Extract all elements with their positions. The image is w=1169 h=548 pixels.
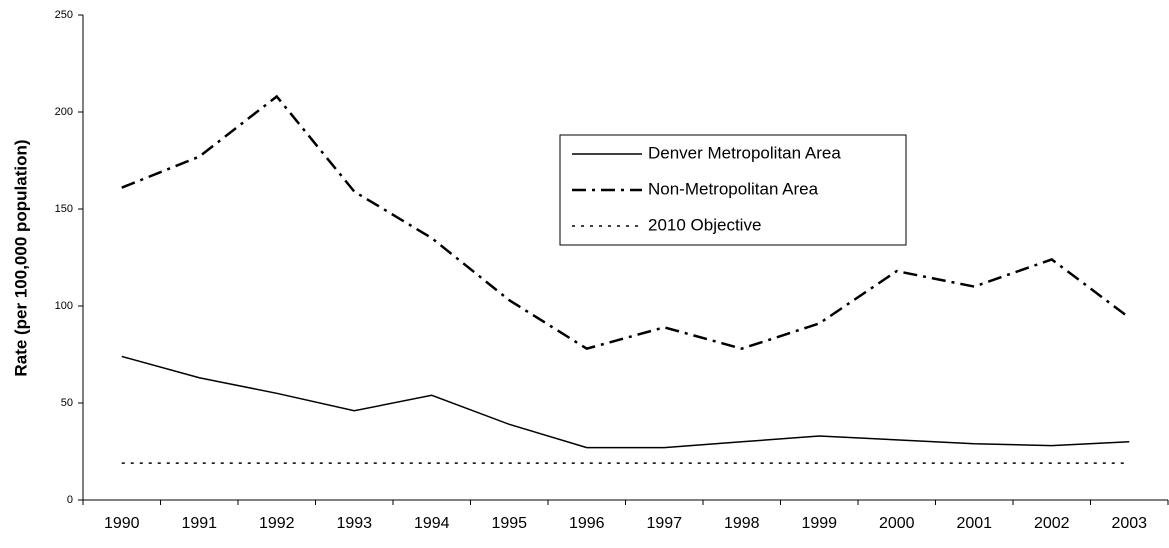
x-tick-label: 1994 <box>414 515 450 532</box>
y-axis-label: Rate (per 100,000 population) <box>11 139 30 376</box>
x-tick-label: 1990 <box>104 515 140 532</box>
x-tick-label: 1996 <box>569 515 605 532</box>
x-tick-label: 1992 <box>259 515 295 532</box>
x-tick-label: 1991 <box>181 515 217 532</box>
series-line <box>121 355 1130 449</box>
x-tick-label: 2001 <box>956 515 992 532</box>
legend-label: Denver Metropolitan Area <box>648 143 841 162</box>
legend-label: Non-Metropolitan Area <box>648 179 819 198</box>
x-tick-label: 1999 <box>801 515 837 532</box>
y-tick-label: 0 <box>67 494 73 506</box>
x-tick-label: 1993 <box>336 515 372 532</box>
y-tick-label: 100 <box>55 300 73 312</box>
legend-label: 2010 Objective <box>648 215 761 234</box>
x-tick-label: 1998 <box>724 515 760 532</box>
x-tick-label: 2000 <box>879 515 915 532</box>
y-tick-label: 150 <box>55 203 73 215</box>
y-tick-label: 250 <box>55 9 73 21</box>
series-line <box>121 94 1131 351</box>
y-tick-label: 50 <box>61 397 73 409</box>
y-tick-label: 200 <box>55 106 73 118</box>
x-tick-label: 2003 <box>1111 515 1147 532</box>
x-tick-label: 1997 <box>646 515 682 532</box>
x-tick-label: 2002 <box>1034 515 1070 532</box>
x-tick-label: 1995 <box>491 515 527 532</box>
